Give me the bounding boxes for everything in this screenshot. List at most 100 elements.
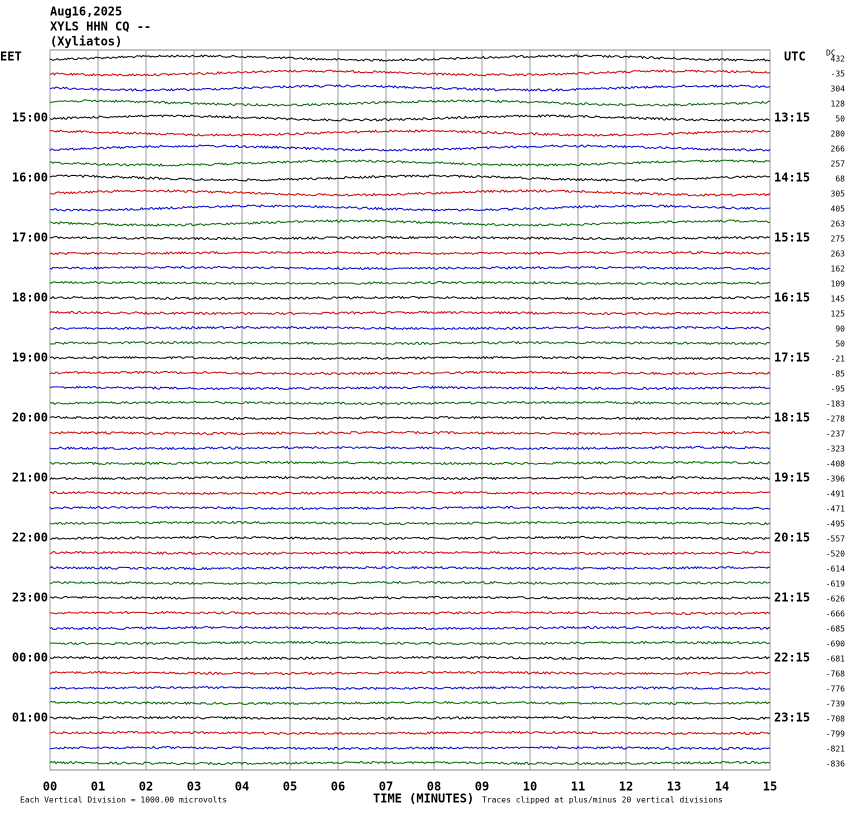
trace: [49, 265, 771, 271]
dc-value: 266: [831, 145, 846, 154]
dc-value: -183: [826, 400, 845, 409]
dc-value: -35: [831, 70, 846, 79]
x-axis-title: TIME (MINUTES): [373, 792, 474, 806]
dc-value: -237: [826, 430, 845, 439]
left-time-label: 19:00: [12, 351, 48, 365]
x-tick-label: 15: [763, 780, 777, 794]
trace: [49, 400, 771, 406]
left-time-label: 18:00: [12, 291, 48, 305]
dc-value: -768: [826, 670, 845, 679]
grid: [49, 50, 771, 770]
location: (Xyliatos): [50, 35, 122, 49]
right-time-label: 22:15: [774, 651, 810, 665]
dc-value: 305: [831, 190, 846, 199]
dc-value: -685: [826, 625, 845, 634]
x-tick-label: 12: [619, 780, 633, 794]
x-tick-label: 04: [235, 780, 249, 794]
trace: [49, 280, 771, 286]
dc-value: -739: [826, 700, 845, 709]
x-tick-label: 13: [667, 780, 681, 794]
trace: [49, 250, 771, 256]
dc-value: 275: [831, 235, 846, 244]
trace: [49, 745, 771, 751]
x-tick-label: 05: [283, 780, 297, 794]
dc-value: -690: [826, 640, 845, 649]
right-time-label: 14:15: [774, 171, 810, 185]
trace: [49, 670, 771, 676]
trace: [49, 69, 771, 77]
x-tick-label: 14: [715, 780, 729, 794]
right-time-label: 13:15: [774, 111, 810, 125]
right-heading: UTC: [784, 50, 806, 64]
trace: [49, 730, 771, 736]
dc-value: -666: [826, 610, 845, 619]
trace: [49, 685, 771, 691]
dc-value: 109: [831, 280, 846, 289]
x-tick-label: 07: [379, 780, 393, 794]
dc-value: -278: [826, 415, 845, 424]
dc-value: -396: [826, 475, 845, 484]
dc-value: -799: [826, 730, 845, 739]
trace: [49, 640, 771, 646]
trace: [49, 355, 771, 361]
dc-value: 304: [831, 85, 846, 94]
right-time-label: 18:15: [774, 411, 810, 425]
footer-right: Traces clipped at plus/minus 20 vertical…: [482, 796, 723, 805]
trace: [49, 204, 771, 212]
dc-value: 145: [831, 295, 846, 304]
x-tick-label: 08: [427, 780, 441, 794]
dc-value: 50: [835, 115, 845, 124]
left-time-label: 16:00: [12, 171, 48, 185]
trace: [49, 159, 771, 167]
dc-value: -491: [826, 490, 845, 499]
trace: [49, 430, 771, 436]
dc-value: 280: [831, 130, 846, 139]
trace: [49, 189, 771, 197]
dc-value: -821: [826, 745, 845, 754]
trace: [49, 174, 771, 182]
dc-value: -408: [826, 460, 845, 469]
dc-value: -323: [826, 445, 845, 454]
dc-value: 50: [835, 340, 845, 349]
trace: [49, 505, 771, 511]
dc-value: -614: [826, 565, 845, 574]
x-tick-label: 10: [523, 780, 537, 794]
dc-value: 257: [831, 160, 846, 169]
station: XYLS HHN CQ --: [50, 20, 151, 34]
dc-value: -681: [826, 655, 845, 664]
trace: [49, 114, 771, 122]
trace: [49, 445, 771, 451]
left-time-label: 01:00: [12, 711, 48, 725]
trace: [49, 460, 771, 466]
trace: [49, 340, 771, 346]
left-heading: EET: [0, 50, 22, 64]
dc-value: 263: [831, 250, 846, 259]
trace: [49, 310, 771, 316]
dc-value: -626: [826, 595, 845, 604]
left-time-label: 20:00: [12, 411, 48, 425]
dc-value: 432: [831, 55, 846, 64]
trace: [50, 219, 771, 227]
right-time-label: 17:15: [774, 351, 810, 365]
left-time-label: 22:00: [12, 531, 48, 545]
dc-value: -21: [831, 355, 846, 364]
right-time-label: 15:15: [774, 231, 810, 245]
x-tick-label: 09: [475, 780, 489, 794]
trace: [49, 84, 771, 92]
dc-value: -708: [826, 715, 845, 724]
dc-value: -95: [831, 385, 846, 394]
dc-value: -85: [831, 370, 846, 379]
dc-value: 128: [831, 100, 846, 109]
trace: [49, 760, 770, 766]
dc-value: 162: [831, 265, 846, 274]
trace: [49, 490, 771, 496]
trace: [49, 535, 771, 541]
trace: [49, 700, 771, 706]
right-time-label: 16:15: [774, 291, 810, 305]
right-time-label: 20:15: [774, 531, 810, 545]
trace: [49, 625, 771, 631]
trace: [49, 144, 771, 152]
left-time-label: 17:00: [12, 231, 48, 245]
dc-value: 90: [835, 325, 845, 334]
x-tick-label: 02: [139, 780, 153, 794]
